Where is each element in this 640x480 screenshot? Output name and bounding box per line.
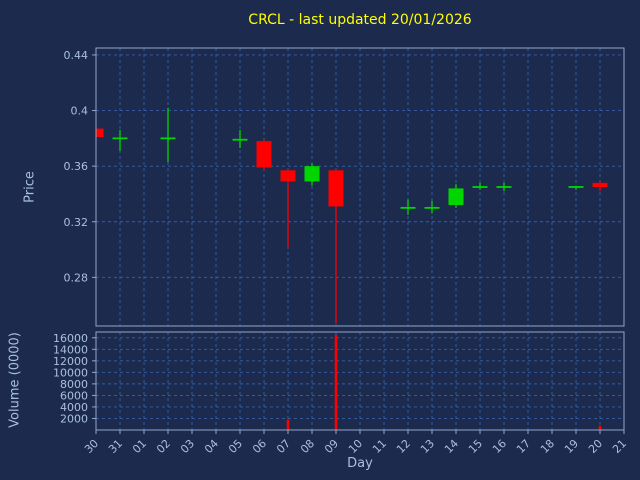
price-tick-label: 0.44	[64, 49, 89, 62]
candle-body	[424, 206, 440, 209]
candle-body	[448, 188, 464, 206]
candle-body	[112, 137, 128, 140]
price-tick-label: 0.4	[71, 105, 89, 118]
volume-bars-group	[286, 334, 602, 430]
candle-body	[328, 170, 344, 207]
price-tick-label: 0.36	[64, 160, 89, 173]
volume-tick-label: 8000	[60, 378, 88, 391]
price-tick-label: 0.32	[64, 216, 89, 229]
candle-body	[256, 141, 272, 168]
candle-body	[472, 186, 488, 188]
candle-body	[592, 182, 608, 187]
candle-body	[496, 186, 512, 188]
volume-bar	[598, 425, 602, 430]
price-tick-label: 0.28	[64, 271, 89, 284]
candle-body	[568, 186, 584, 188]
candle-body	[304, 166, 320, 182]
volume-bar	[334, 334, 338, 430]
volume-tick-label: 16000	[53, 332, 88, 345]
volume-tick-label: 4000	[60, 401, 88, 414]
candle-body	[232, 138, 248, 141]
volume-tick-label: 14000	[53, 343, 88, 356]
candles-group	[96, 107, 608, 324]
volume-bar	[286, 419, 290, 430]
price-panel-border	[95, 47, 625, 327]
volume-tick-label: 2000	[60, 412, 88, 425]
volume-tick-label: 6000	[60, 389, 88, 402]
candle-body	[280, 170, 296, 182]
candle-body	[160, 137, 176, 140]
candle-body	[96, 128, 104, 137]
volume-tick-label: 10000	[53, 366, 88, 379]
candle-body	[400, 206, 416, 209]
volume-tick-label: 12000	[53, 355, 88, 368]
